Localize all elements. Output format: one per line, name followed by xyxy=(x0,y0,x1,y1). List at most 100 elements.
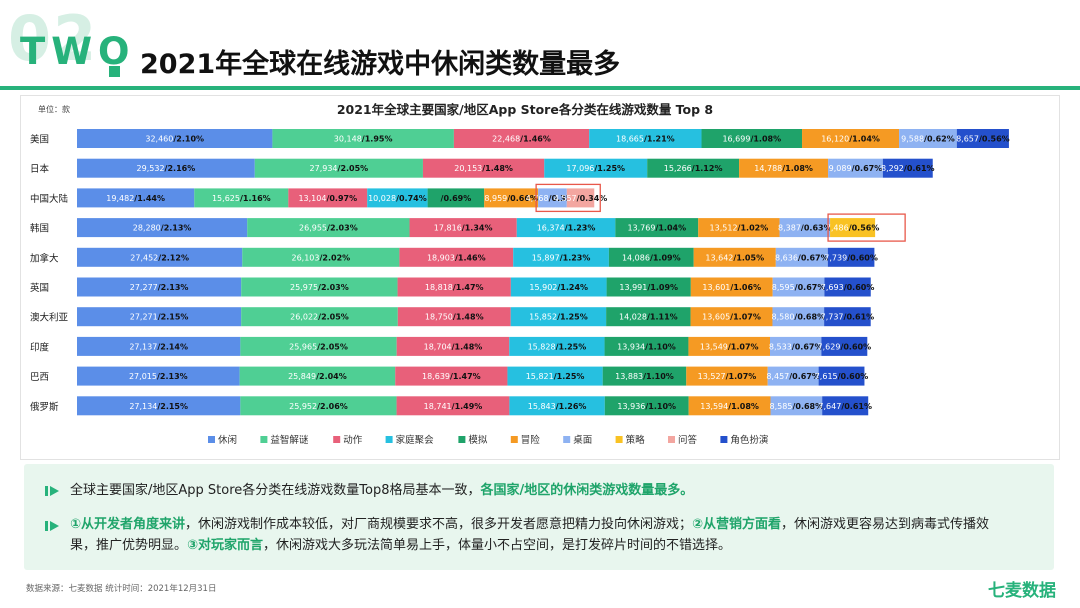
row-label: 中国大陆 xyxy=(30,193,69,205)
bar-segment xyxy=(828,158,883,178)
bar-segment xyxy=(606,277,691,297)
data-label: 14,086/1.09% xyxy=(622,253,681,262)
bar-segment xyxy=(824,277,871,297)
bar-segment xyxy=(240,336,397,356)
bar-segment xyxy=(690,277,773,297)
data-label: 7,739/0.60% xyxy=(824,253,878,262)
bar-segment xyxy=(821,336,868,356)
data-label: 7,629/0.60% xyxy=(818,342,872,351)
data-label: 30,148/1.95% xyxy=(334,135,393,144)
arrow-bullet-icon xyxy=(45,521,59,531)
bar-segment xyxy=(77,247,243,267)
legend-swatch xyxy=(458,436,466,443)
bar-segment xyxy=(509,336,605,356)
data-label: 28,280/2.13% xyxy=(133,224,192,233)
section-number: 02 xyxy=(8,2,99,75)
highlight-box xyxy=(827,213,906,242)
data-label: 13,934/1.10% xyxy=(617,342,676,351)
data-label: 15,625/1.16% xyxy=(212,194,271,203)
bar-segment xyxy=(241,307,398,327)
data-source-note: 数据来源：七麦数据 统计时间：2021年12月31日 xyxy=(26,584,217,594)
data-label: 4,768/0.35% xyxy=(526,194,580,203)
data-label: 18,665/1.21% xyxy=(616,135,675,144)
data-label: 13,594/1.08% xyxy=(700,402,759,411)
bar-segment xyxy=(272,129,454,148)
bar-segment xyxy=(77,366,240,386)
legend-swatch xyxy=(720,436,728,443)
data-label: 7,693/0.60% xyxy=(821,283,875,292)
data-label: 16,374/1.23% xyxy=(537,224,596,233)
bar-segment xyxy=(899,129,957,148)
data-label: 14,028/1.11% xyxy=(619,313,678,322)
data-label: 22,468/1.46% xyxy=(492,135,551,144)
data-label: 29,532/2.16% xyxy=(137,164,196,173)
legend-swatch xyxy=(563,436,571,443)
row-label: 美国 xyxy=(30,134,49,146)
bar-segment xyxy=(602,366,687,386)
legend-label: 模拟 xyxy=(468,434,488,446)
data-label: 19,482/1.44% xyxy=(106,194,165,203)
bar-segment xyxy=(509,396,605,416)
data-label: 17,816/1.34% xyxy=(434,224,493,233)
data-label: 7,615/0.60% xyxy=(815,372,869,381)
bar-segment xyxy=(397,307,511,327)
data-label: 14,788/1.08% xyxy=(754,164,813,173)
bar-segment xyxy=(77,158,255,178)
legend-swatch xyxy=(260,436,268,443)
data-label: 18,750/1.48% xyxy=(425,313,484,322)
row-label: 英国 xyxy=(30,282,49,294)
data-label: 16,699/1.08% xyxy=(722,135,781,144)
data-label: 13,512/1.02% xyxy=(710,224,769,233)
legend-label: 益智解谜 xyxy=(270,434,309,446)
data-label: 15,852/1.25% xyxy=(529,313,588,322)
bar-segment xyxy=(822,396,869,416)
bar-segment xyxy=(507,366,603,386)
bar-segment xyxy=(772,277,825,297)
data-label: 8,533/0.67% xyxy=(769,342,823,351)
legend-label: 桌面 xyxy=(573,434,592,446)
bar-segment xyxy=(396,336,510,356)
data-label: 18,818/1.47% xyxy=(425,283,484,292)
bar-segment xyxy=(409,218,517,238)
highlight-box xyxy=(535,183,601,213)
legend-swatch xyxy=(333,436,341,443)
bar-segment xyxy=(770,336,822,356)
summary-line-3: 果，推广优势明显。③对玩家而言，休闲游戏大多玩法简单易上手，体量小不占空间，是打… xyxy=(70,538,732,553)
bar-segment xyxy=(254,158,423,178)
bar-segment xyxy=(686,366,768,386)
bar-segment xyxy=(395,366,508,386)
bar-segment xyxy=(824,307,871,327)
bar-segment xyxy=(510,277,607,297)
bar-segment xyxy=(453,129,590,148)
bar-segment xyxy=(818,366,865,386)
data-label: 15,843/1.26% xyxy=(528,402,587,411)
data-label: 8,636/0.67% xyxy=(775,253,829,262)
data-label: 9,588/0.62% xyxy=(901,135,955,144)
legend-label: 休闲 xyxy=(218,434,237,446)
bar-segment xyxy=(77,307,242,327)
data-label: 8,387/0.63% xyxy=(778,224,832,233)
data-label: 27,277/2.13% xyxy=(130,283,189,292)
bar-segment xyxy=(422,158,545,178)
summary-box: 全球主要国家/地区App Store各分类在线游戏数量Top8格局基本一致，各国… xyxy=(24,464,1054,570)
data-label: /0.69% xyxy=(441,194,472,203)
bar-segment xyxy=(701,129,803,148)
bar-segment xyxy=(882,158,933,178)
legend-swatch xyxy=(615,436,623,443)
legend-swatch xyxy=(510,436,518,443)
data-label: 13,883/1.10% xyxy=(615,372,674,381)
bar-segment xyxy=(427,188,485,208)
data-label: 7,486/0.56% xyxy=(826,224,880,233)
bar-segment xyxy=(827,247,875,267)
row-label: 巴西 xyxy=(30,372,49,383)
bar-segment xyxy=(241,277,398,297)
bar-segment xyxy=(399,247,514,267)
data-label: 7,737/0.61% xyxy=(821,313,875,322)
bar-segment xyxy=(240,396,397,416)
data-label: 8,959/0.66% xyxy=(484,194,538,203)
data-label: 25,965/2.05% xyxy=(289,342,348,351)
bar-segment xyxy=(615,218,699,238)
bar-segment xyxy=(589,129,702,148)
legend-label: 家庭聚会 xyxy=(396,434,435,446)
bar-segment xyxy=(538,188,567,208)
